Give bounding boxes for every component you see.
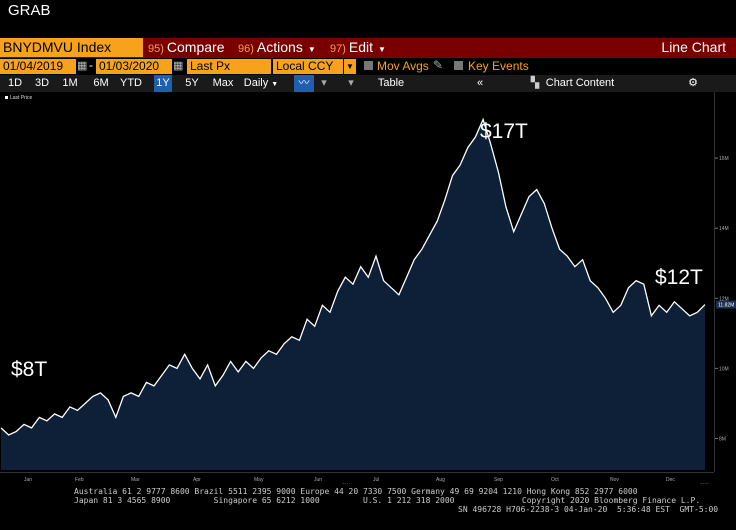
x-tick-label: Dec <box>666 477 675 483</box>
collapse-double-chevron-icon[interactable]: « <box>476 77 484 89</box>
actions-num: 96) <box>238 43 254 55</box>
edit-menu[interactable]: 97) Edit ▼ <box>330 38 386 57</box>
chevron-down-icon[interactable]: ▾ <box>321 77 327 89</box>
range-button-1d[interactable]: 1D <box>8 77 23 89</box>
range-button-3d[interactable]: 3D <box>34 77 50 89</box>
x-tick-label: Jul <box>373 477 379 483</box>
function-bar <box>0 38 736 58</box>
price-chart <box>0 117 706 470</box>
chevron-down-icon: ▼ <box>271 81 279 88</box>
footer-line-3: SN 496728 H706-2238-3 04-Jan-20 5:36:48 … <box>458 505 719 514</box>
y-tick-label: 14M <box>719 226 729 232</box>
actions-label: Actions <box>256 39 303 55</box>
start-date-field[interactable]: 01/04/2019 <box>0 59 76 74</box>
x-tick-label: Jun <box>314 477 322 483</box>
edit-label: Edit <box>348 39 374 55</box>
legend-label: Last Price <box>10 95 33 101</box>
annotation-text: $17T <box>480 120 528 143</box>
x-tick-label: May <box>254 477 264 483</box>
range-button-max[interactable]: Max <box>212 77 234 89</box>
range-button-6m[interactable]: 6M <box>93 77 109 89</box>
chevron-down-icon: ▼ <box>378 45 386 54</box>
annotation-12t: $12T <box>655 266 703 290</box>
chevron-down-icon[interactable]: ▾ <box>348 77 354 89</box>
compare-label: Compare <box>166 39 225 55</box>
range-button-1y[interactable]: 1Y <box>154 75 172 92</box>
annotation-8t: $8T <box>11 358 47 382</box>
field-selector[interactable]: Last Px <box>187 59 271 74</box>
range-button-5y[interactable]: 5Y <box>185 77 199 89</box>
x-tick-label: Sep <box>494 477 503 483</box>
chart-content-button[interactable]: Chart Content <box>545 77 615 89</box>
chart-legend: Last Price <box>5 95 32 101</box>
chart-area <box>0 92 714 472</box>
last-value-label: 11.82M <box>718 303 734 309</box>
frequency-label: Daily <box>243 77 269 89</box>
chevron-down-icon[interactable]: ▼ <box>344 59 356 74</box>
x-tick-label: Aug <box>436 477 445 483</box>
gear-icon[interactable]: ⚙ <box>688 77 698 89</box>
chevron-down-icon: ▼ <box>307 45 316 54</box>
key-events-label[interactable]: Key Events <box>468 59 529 73</box>
compare-num: 95) <box>148 43 164 55</box>
x-tick-label: Feb <box>75 477 84 483</box>
y-tick-label: 10M <box>719 366 729 372</box>
x-tick-label: Oct <box>551 477 559 483</box>
x-tick-label: Nov <box>610 477 619 483</box>
footer-line-1: Australia 61 2 9777 8600 Brazil 5511 239… <box>74 487 638 496</box>
window-title: GRAB <box>8 2 51 19</box>
legend-swatch <box>5 96 8 99</box>
range-button-1m[interactable]: 1M <box>62 77 78 89</box>
last-value-tag <box>716 300 736 309</box>
series-area <box>1 119 705 470</box>
footer: Australia 61 2 9777 8600 Brazil 5511 239… <box>0 484 736 530</box>
ticker-field[interactable]: BNYDMVU Index <box>0 38 143 57</box>
frequency-dropdown[interactable]: Daily ▼ <box>240 75 282 92</box>
end-date-field[interactable]: 01/03/2020 <box>96 59 172 74</box>
key-events-checkbox[interactable] <box>454 61 463 70</box>
range-button-ytd[interactable]: YTD <box>120 77 142 89</box>
menu-divider <box>325 40 326 55</box>
date-range-dash: - <box>89 58 93 72</box>
actions-menu[interactable]: 96) Actions ▼ <box>238 38 316 57</box>
calendar-icon[interactable]: ▦ <box>173 60 184 72</box>
x-axis: JanFebMarAprMayJunJulAugSepOctNovDec2019… <box>0 472 714 487</box>
range-bar <box>0 75 736 92</box>
line-style-icon[interactable]: 〰 <box>294 75 314 92</box>
y-axis: 8M 10M 12M 14M 16M 11.82M <box>714 92 736 472</box>
chart-type-label[interactable]: Line Chart <box>661 39 726 55</box>
y-axis-svg: 8M 10M 12M 14M 16M 11.82M <box>715 156 736 442</box>
annotation-text: $12T <box>655 266 703 289</box>
mov-avgs-label[interactable]: Mov Avgs <box>377 59 429 73</box>
footer-line-2: Japan 81 3 4565 8900 Singapore 65 6212 1… <box>74 496 701 505</box>
x-tick-label: Jan <box>24 477 32 483</box>
menu-divider <box>233 40 234 55</box>
y-tick-label: 16M <box>719 156 729 162</box>
x-tick-label: Mar <box>131 477 140 483</box>
x-tick-label: Apr <box>193 477 201 483</box>
y-tick-label: 8M <box>719 436 726 442</box>
edit-num: 97) <box>330 43 346 55</box>
chart-content-icon: ▚ <box>530 77 540 89</box>
annotation-text: $8T <box>11 358 48 381</box>
y-tick-label: 12M <box>719 296 729 302</box>
mov-avgs-checkbox[interactable] <box>364 61 373 70</box>
compare-menu[interactable]: 95) Compare <box>148 38 225 57</box>
series-line <box>0 117 706 436</box>
pencil-icon[interactable]: ✎ <box>433 58 444 72</box>
calendar-icon[interactable]: ▦ <box>77 60 88 72</box>
currency-selector[interactable]: Local CCY <box>273 59 343 74</box>
table-button[interactable]: Table <box>377 77 405 89</box>
annotation-17t: $17T <box>480 120 528 144</box>
